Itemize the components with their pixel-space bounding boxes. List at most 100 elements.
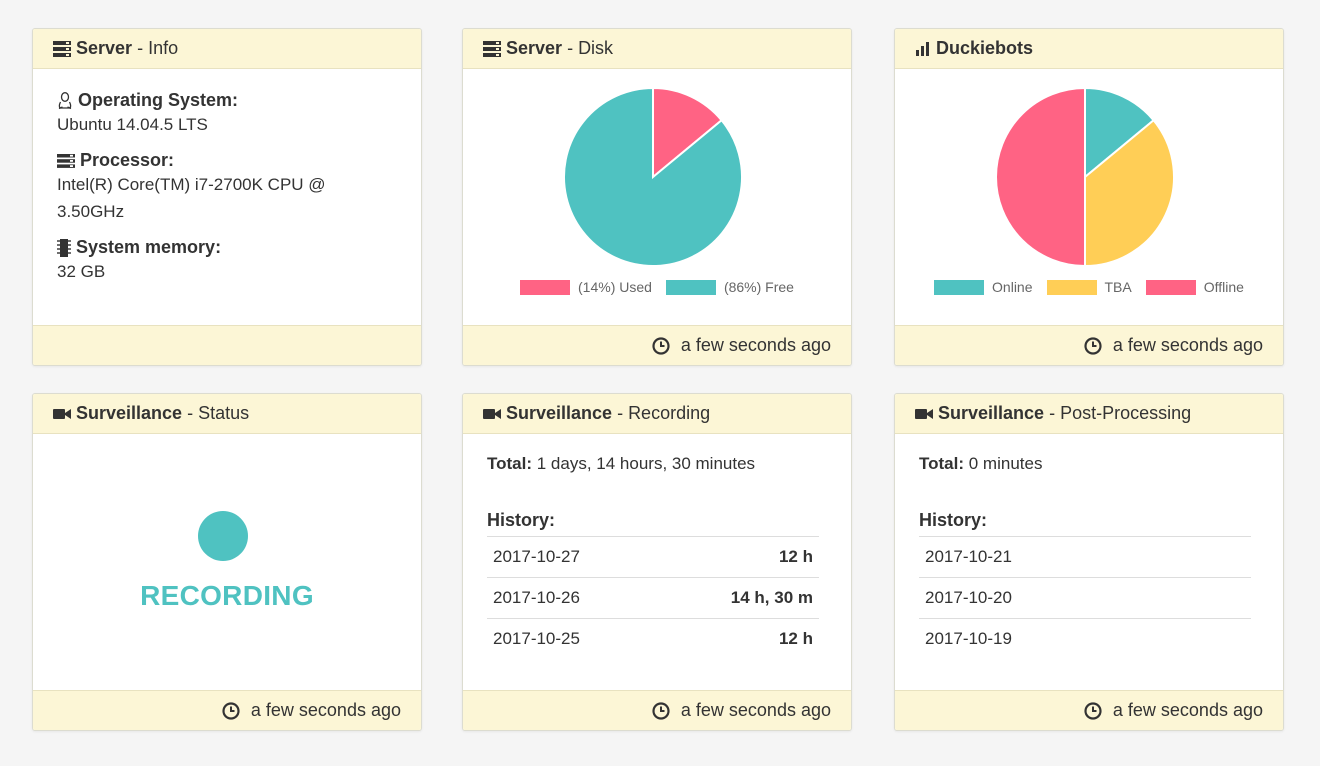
table-row: 2017-10-27 12 h: [487, 536, 819, 578]
duckiebots-chart-area: Online TBA Offline: [895, 69, 1283, 325]
panel-title-bold: Surveillance: [506, 403, 613, 423]
memory-label: System memory:: [76, 237, 222, 257]
server-icon: [53, 40, 71, 57]
panel-title-bold: Duckiebots: [936, 38, 1034, 58]
pie-slice-14-used[interactable]: [652, 86, 723, 180]
panel-footer: a few seconds ago: [463, 690, 851, 730]
disk-chart-legend: (14%) Used (86%) Free: [463, 279, 851, 295]
legend-label: Offline: [1203, 279, 1244, 295]
panel-title-bold: Server: [506, 38, 563, 58]
table-row: 2017-10-25 12 h: [487, 618, 819, 660]
history-duration: 14 h, 30 m: [657, 577, 819, 619]
surveillance-status-panel: Surveillance - Status RECORDING a few se…: [32, 393, 422, 731]
video-camera-icon: [483, 407, 501, 421]
total-label: Total:: [919, 454, 965, 473]
clock-icon: [652, 701, 670, 720]
legend-item[interactable]: (14%) Used: [520, 279, 652, 295]
history-date: 2017-10-19: [919, 618, 1251, 660]
postprocessing-total: Total: 0 minutes: [919, 454, 1259, 474]
duckiebots-pie-chart: [995, 86, 1175, 268]
panel-footer: a few seconds ago: [33, 690, 421, 730]
pie-slice-online[interactable]: [1084, 86, 1155, 180]
processor-value-line2: 3.50GHz: [57, 202, 125, 221]
server-icon: [483, 40, 501, 57]
panel-header: Surveillance - Recording: [463, 394, 851, 434]
postprocessing-body: Total: 0 minutes History: 2017-10-21 201…: [895, 434, 1283, 690]
linux-icon: [57, 91, 73, 110]
legend-swatch: [934, 279, 985, 295]
panel-title-rest: Post-Processing: [1060, 403, 1192, 423]
surveillance-postprocessing-panel: Surveillance - Post-Processing Total: 0 …: [894, 393, 1284, 731]
legend-item[interactable]: Online: [934, 279, 1033, 295]
pie-slice-tba[interactable]: [1084, 118, 1175, 268]
clock-icon: [1084, 701, 1102, 720]
history-duration: 12 h: [657, 618, 819, 660]
last-updated-text: a few seconds ago: [250, 700, 401, 720]
total-label: Total:: [487, 454, 533, 473]
panel-footer: a few seconds ago: [895, 690, 1283, 730]
table-row: 2017-10-21: [919, 536, 1251, 578]
history-date: 2017-10-20: [919, 577, 1251, 619]
clock-icon: [652, 336, 670, 355]
history-date: 2017-10-27: [487, 536, 658, 578]
duckiebots-panel: Duckiebots Online TBA Offline a few second…: [894, 28, 1284, 366]
memory-value: 32 GB: [57, 262, 106, 281]
history-date: 2017-10-21: [919, 536, 1251, 578]
table-row: 2017-10-19: [919, 618, 1251, 660]
recording-indicator: [198, 511, 248, 561]
os-value: Ubuntu 14.04.5 LTS: [57, 115, 208, 134]
panel-footer: a few seconds ago: [463, 325, 851, 365]
bar-chart-icon: [915, 41, 931, 57]
total-value: 1 days, 14 hours, 30 minutes: [536, 454, 756, 473]
video-camera-icon: [915, 407, 933, 421]
panel-header: Surveillance - Post-Processing: [895, 394, 1283, 434]
server-disk-panel: Server - Disk (14%) Used (86%) Free a few…: [462, 28, 852, 366]
panel-title-bold: Server: [76, 38, 133, 58]
history-date: 2017-10-26: [487, 577, 658, 619]
panel-title-bold: Surveillance: [76, 403, 183, 423]
last-updated-text: a few seconds ago: [680, 700, 831, 720]
legend-label: (14%) Used: [578, 279, 652, 295]
pie-slice-offline[interactable]: [995, 86, 1086, 268]
duckiebots-chart-legend: Online TBA Offline: [895, 279, 1283, 295]
legend-item[interactable]: Offline: [1145, 279, 1244, 295]
recording-status-text: RECORDING: [140, 580, 314, 611]
legend-swatch: [665, 279, 716, 295]
legend-label: TBA: [1104, 279, 1132, 295]
legend-swatch: [1046, 279, 1097, 295]
memory-chip-icon: [57, 238, 71, 257]
disk-pie-chart: [563, 86, 743, 267]
legend-item[interactable]: (86%) Free: [665, 279, 794, 295]
panel-header: Duckiebots: [895, 29, 1283, 69]
video-camera-icon: [53, 407, 71, 421]
legend-swatch: [1145, 279, 1196, 295]
legend-label: (86%) Free: [723, 279, 794, 295]
server-info-body: Operating System: Ubuntu 14.04.5 LTS Pro…: [33, 69, 421, 325]
panel-header: Server - Disk: [463, 29, 851, 69]
os-label: Operating System:: [78, 90, 239, 110]
pie-slice-86-free[interactable]: [563, 86, 743, 267]
panel-footer: [33, 325, 421, 365]
server-icon: [57, 153, 75, 168]
processor-value-line1: Intel(R) Core(TM) i7-2700K CPU @: [57, 175, 326, 194]
total-value: 0 minutes: [968, 454, 1043, 473]
panel-title-rest: Status: [198, 403, 250, 423]
panel-title-bold: Surveillance: [938, 403, 1045, 423]
disk-chart-area: (14%) Used (86%) Free: [463, 69, 851, 325]
legend-item[interactable]: TBA: [1046, 279, 1132, 295]
panel-header: Server - Info: [33, 29, 421, 69]
last-updated-text: a few seconds ago: [1112, 700, 1263, 720]
last-updated-text: a few seconds ago: [1112, 335, 1263, 355]
legend-swatch: [520, 279, 571, 295]
postprocessing-history-table: 2017-10-21 2017-10-20 2017-10-19: [919, 536, 1251, 660]
legend-label: Online: [992, 279, 1033, 295]
panel-title-rest: Disk: [578, 38, 614, 58]
recording-total: Total: 1 days, 14 hours, 30 minutes: [487, 454, 827, 474]
history-label: History:: [919, 510, 988, 530]
server-info-panel: Server - Info Operating System: Ubuntu 1…: [32, 28, 422, 366]
panel-header: Surveillance - Status: [33, 394, 421, 434]
recording-body: Total: 1 days, 14 hours, 30 minutes Hist…: [463, 434, 851, 690]
recording-history-table: 2017-10-27 12 h 2017-10-26 14 h, 30 m 20…: [487, 536, 819, 660]
surveillance-recording-panel: Surveillance - Recording Total: 1 days, …: [462, 393, 852, 731]
panel-footer: a few seconds ago: [895, 325, 1283, 365]
